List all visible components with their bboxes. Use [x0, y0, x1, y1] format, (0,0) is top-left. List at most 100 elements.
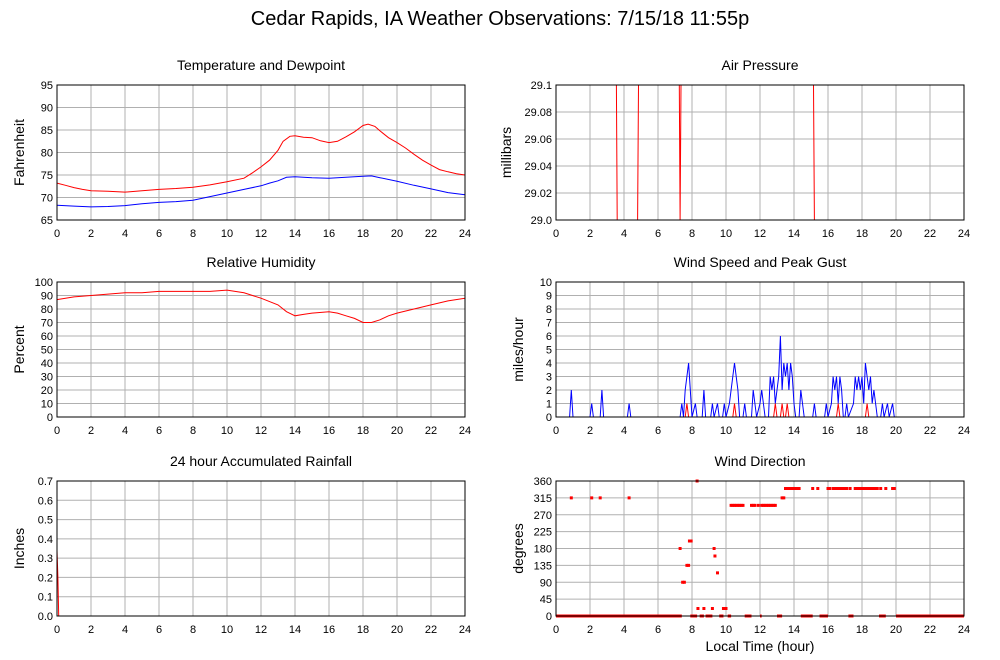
y-tick-label: 0.1	[38, 592, 53, 604]
data-point	[879, 487, 883, 490]
data-point	[685, 563, 689, 567]
y-tick-label: 20	[41, 385, 53, 397]
y-tick-label: 80	[41, 148, 53, 160]
data-point	[712, 547, 716, 550]
plot-frame	[555, 84, 965, 221]
x-tick-label: 4	[621, 624, 627, 636]
data-point	[767, 503, 770, 507]
data-point	[869, 487, 872, 490]
x-tick-label: 16	[323, 228, 335, 240]
data-point	[828, 487, 832, 490]
x-tick-label: 4	[122, 425, 128, 437]
x-tick-label: 24	[459, 425, 471, 437]
y-tick-label: 0	[546, 611, 552, 623]
y-axis-label: millibars	[498, 127, 514, 178]
x-tick-label: 8	[689, 228, 695, 240]
x-tick-label: 14	[289, 624, 301, 636]
y-tick-label: 90	[41, 103, 53, 115]
x-tick-label: 16	[323, 624, 335, 636]
y-axis-label: Inches	[11, 528, 27, 569]
data-point	[863, 487, 867, 490]
data-point	[782, 496, 786, 500]
page-title: Cedar Rapids, IA Weather Observations: 7…	[250, 8, 750, 30]
data-point	[681, 580, 685, 584]
y-axis-label: degrees	[510, 523, 526, 574]
y-tick-label: 0.2	[38, 572, 53, 584]
data-point	[716, 571, 719, 575]
x-tick-label: 18	[856, 228, 868, 240]
data-point	[870, 487, 874, 490]
data-point	[678, 547, 682, 550]
chart-title: 24 hour Accumulated Rainfall	[170, 453, 352, 469]
x-tick-label: 18	[856, 425, 868, 437]
data-point	[831, 487, 835, 490]
y-tick-label: 0.7	[38, 476, 53, 488]
data-point	[773, 503, 777, 507]
y-tick-label: 315	[534, 493, 552, 505]
x-tick-label: 8	[190, 624, 196, 636]
chart-title: Relative Humidity	[207, 254, 316, 270]
x-tick-label: 14	[788, 425, 800, 437]
plot-frame	[56, 480, 466, 617]
x-tick-label: 12	[255, 425, 267, 437]
x-tick-label: 20	[391, 624, 403, 636]
x-tick-label: 8	[190, 228, 196, 240]
data-point	[784, 487, 787, 490]
x-tick-label: 2	[587, 624, 593, 636]
x-tick-label: 6	[156, 425, 162, 437]
y-tick-label: 4	[546, 358, 552, 370]
data-point	[768, 503, 772, 507]
chart-title: Air Pressure	[721, 57, 798, 73]
data-point	[713, 554, 717, 558]
x-tick-label: 4	[621, 425, 627, 437]
data-point	[750, 503, 753, 507]
data-point	[780, 496, 784, 500]
x-tick-label: 20	[890, 228, 902, 240]
x-tick-label: 4	[122, 228, 128, 240]
x-tick-label: 8	[689, 624, 695, 636]
data-point	[761, 503, 765, 507]
data-point	[789, 487, 793, 490]
data-point	[857, 487, 861, 490]
y-tick-label: 7	[546, 318, 552, 330]
x-tick-label: 14	[289, 425, 301, 437]
x-tick-label: 14	[788, 624, 800, 636]
x-tick-label: 22	[425, 624, 437, 636]
y-tick-label: 10	[540, 277, 552, 289]
x-tick-label: 24	[958, 425, 970, 437]
data-point	[835, 487, 838, 490]
x-tick-label: 18	[357, 425, 369, 437]
y-axis-label: miles/hour	[510, 317, 526, 382]
x-tick-label: 6	[156, 624, 162, 636]
y-tick-label: 90	[41, 291, 53, 303]
chart-title: Wind Speed and Peak Gust	[674, 254, 847, 270]
x-axis-label: Local Time (hour)	[706, 638, 815, 654]
x-tick-label: 12	[754, 425, 766, 437]
x-tick-label: 24	[958, 228, 970, 240]
x-tick-label: 24	[459, 624, 471, 636]
data-point	[756, 503, 760, 507]
y-tick-label: 30	[41, 372, 53, 384]
series-line-1	[56, 289, 466, 323]
y-tick-label: 40	[41, 358, 53, 370]
y-tick-label: 135	[534, 560, 552, 572]
data-point	[734, 503, 738, 507]
data-point	[790, 487, 794, 490]
x-tick-label: 22	[425, 425, 437, 437]
data-point	[590, 496, 594, 500]
x-tick-label: 0	[54, 624, 60, 636]
y-tick-label: 29.04	[524, 161, 552, 173]
y-tick-label: 270	[534, 510, 552, 522]
chart-title: Wind Direction	[714, 453, 805, 469]
data-point	[865, 487, 869, 490]
x-tick-label: 4	[621, 228, 627, 240]
plot-frame	[56, 281, 466, 418]
y-tick-label: 360	[534, 476, 552, 488]
y-tick-label: 2	[546, 385, 552, 397]
data-point	[794, 487, 798, 490]
data-point	[872, 487, 876, 490]
x-tick-label: 2	[587, 425, 593, 437]
data-point	[853, 487, 857, 490]
y-tick-label: 90	[540, 577, 552, 589]
data-point	[843, 487, 847, 490]
